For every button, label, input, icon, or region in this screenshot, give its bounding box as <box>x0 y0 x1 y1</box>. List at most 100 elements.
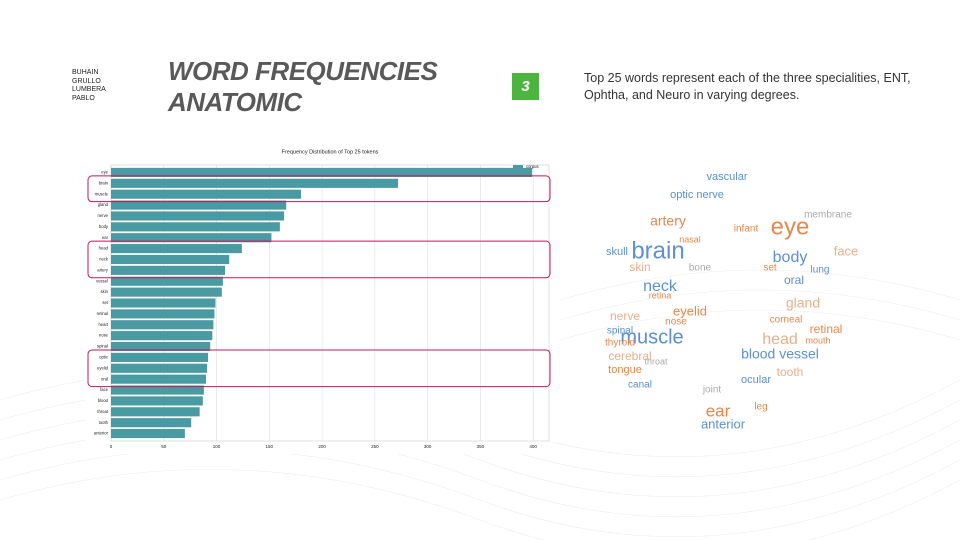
bar <box>111 265 225 275</box>
author: GRULLO <box>72 77 101 85</box>
bar <box>111 200 287 210</box>
bar <box>111 222 280 232</box>
y-tick-label: anterior <box>94 431 109 436</box>
bar <box>111 407 200 417</box>
y-tick-label: nerve <box>98 213 109 218</box>
cloud-word: eye <box>771 213 810 240</box>
cloud-word: thyroid <box>605 338 635 349</box>
cloud-word: eyelid <box>673 303 707 318</box>
y-tick-label: artery <box>97 267 109 272</box>
y-tick-label: face <box>100 387 109 392</box>
cloud-word: joint <box>702 385 722 396</box>
legend-label: corpus <box>526 164 539 169</box>
bar <box>111 331 213 341</box>
bar <box>111 254 230 265</box>
cloud-word: corneal <box>770 315 803 326</box>
cloud-word: cerebral <box>608 349 651 363</box>
cloud-word: leg <box>754 402 767 413</box>
x-tick-label: 250 <box>371 444 379 449</box>
y-tick-label: optic <box>99 355 108 360</box>
bar <box>111 178 399 188</box>
y-tick-label: skin <box>101 289 109 294</box>
cloud-word: infant <box>734 224 759 235</box>
y-tick-label: muscle <box>95 191 109 196</box>
bar <box>111 320 214 330</box>
bar <box>111 211 285 221</box>
bar <box>111 418 192 428</box>
author: LUMBERA <box>72 86 106 93</box>
bar <box>111 352 209 362</box>
x-tick-label: 100 <box>213 444 221 449</box>
cloud-word: neck <box>643 278 678 295</box>
cloud-word: skull <box>606 246 628 258</box>
legend-swatch <box>513 165 523 169</box>
x-tick-label: 0 <box>110 444 113 449</box>
bar <box>111 298 216 308</box>
y-tick-label: nose <box>99 333 109 338</box>
cloud-word: ear <box>706 401 731 420</box>
bar <box>111 396 203 406</box>
y-tick-label: heart <box>98 322 108 327</box>
cloud-word: artery <box>650 213 686 229</box>
bar <box>111 189 301 199</box>
y-tick-label: blood <box>98 398 109 403</box>
bar <box>111 363 208 373</box>
x-tick-label: 50 <box>161 444 167 449</box>
slide-number: 3 <box>512 73 539 100</box>
x-tick-label: 200 <box>318 444 326 449</box>
cloud-word: retina <box>649 290 672 300</box>
cloud-word: set <box>763 263 777 274</box>
highlight-box <box>87 349 551 388</box>
y-tick-label: set <box>102 300 108 305</box>
cloud-word: membrane <box>804 210 852 221</box>
y-tick-label: spinal <box>97 344 108 349</box>
author: PABLO <box>72 94 95 102</box>
bar <box>111 385 204 395</box>
description: Top 25 words represent each of the three… <box>584 71 911 102</box>
cloud-word: tongue <box>608 364 642 376</box>
cloud-word: brain <box>631 237 684 264</box>
y-tick-label: gland <box>98 202 109 207</box>
y-tick-label: retinal <box>97 311 108 316</box>
chart-title: Frequency Distribution of Top 25 tokens <box>282 149 379 155</box>
author: BUHAIN <box>72 69 99 76</box>
cloud-word: nerve <box>610 309 640 323</box>
y-tick-label: eye <box>101 170 108 175</box>
cloud-word: body <box>773 249 808 266</box>
x-tick-label: 400 <box>529 444 537 449</box>
x-tick-label: 150 <box>266 444 274 449</box>
y-tick-label: eyelid <box>97 365 109 370</box>
cloud-word: throat <box>644 356 668 366</box>
bar <box>111 309 215 319</box>
cloud-word: vascular <box>707 171 748 183</box>
cloud-word: canal <box>628 380 652 391</box>
cloud-word: head <box>762 331 798 348</box>
bar <box>111 341 211 352</box>
cloud-word: skin <box>629 260 650 274</box>
cloud-word: optic nerve <box>670 189 724 201</box>
cloud-word: lung <box>811 265 830 276</box>
title-line: WORD FREQUENCIES <box>168 56 438 86</box>
x-tick-label: 300 <box>424 444 432 449</box>
y-tick-label: ear <box>102 235 109 240</box>
bar <box>111 276 223 286</box>
cloud-word: muscle <box>620 326 683 348</box>
bar <box>111 428 185 439</box>
y-tick-label: vessel <box>96 278 108 283</box>
cloud-word: oral <box>784 273 804 287</box>
cloud-word: nose <box>665 317 687 328</box>
y-tick-label: brain <box>99 180 109 185</box>
cloud-word: gland <box>786 295 820 311</box>
bar <box>111 233 272 243</box>
highlight-box <box>87 240 551 279</box>
y-tick-label: throat <box>97 409 109 414</box>
cloud-word: blood vessel <box>741 346 819 362</box>
authors: BUHAIN GRULLO LUMBERA PABLO <box>72 69 106 103</box>
y-tick-label: head <box>99 246 109 251</box>
slide-title: WORD FREQUENCIES ANATOMIC <box>168 56 438 118</box>
bar <box>111 167 533 178</box>
y-tick-label: body <box>99 224 109 229</box>
cloud-word: mouth <box>805 335 830 345</box>
